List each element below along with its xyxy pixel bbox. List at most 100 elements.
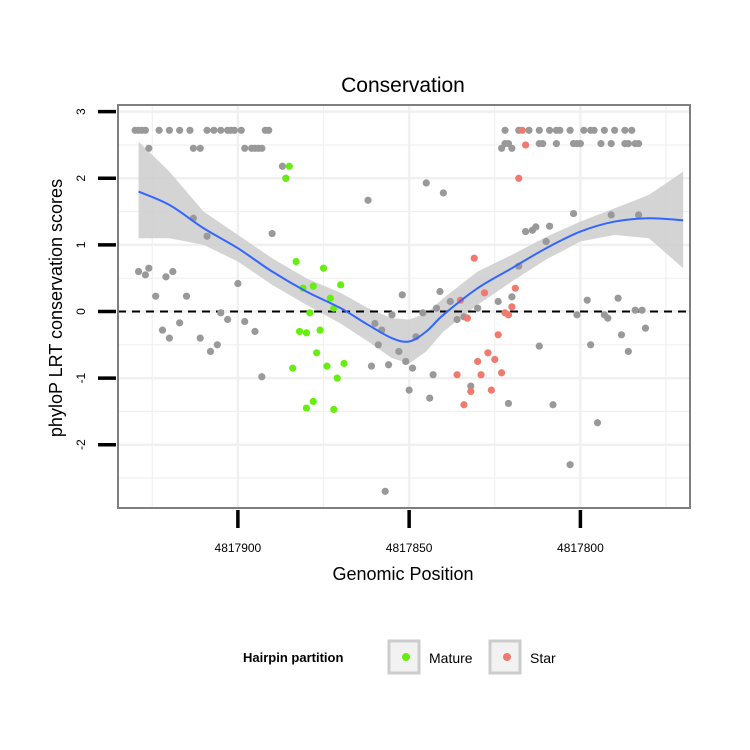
point-none bbox=[176, 126, 184, 134]
point-none bbox=[552, 126, 561, 134]
point-none bbox=[224, 315, 232, 324]
gridlines bbox=[118, 105, 690, 508]
point-star bbox=[474, 357, 482, 366]
point-star bbox=[463, 314, 471, 322]
point-none bbox=[189, 144, 197, 152]
legend-title: Hairpin partition bbox=[243, 650, 343, 665]
point-mature bbox=[326, 294, 334, 302]
y-axis-title: phyloP LRT conservation scores bbox=[46, 179, 66, 437]
point-none bbox=[566, 126, 574, 134]
data-points bbox=[131, 126, 650, 495]
point-star bbox=[467, 387, 475, 396]
point-none bbox=[566, 461, 574, 469]
point-none bbox=[446, 297, 454, 306]
point-none bbox=[525, 126, 533, 134]
point-none bbox=[600, 126, 608, 134]
point-star bbox=[460, 401, 468, 409]
point-star bbox=[491, 355, 499, 364]
point-none bbox=[182, 292, 191, 300]
point-none bbox=[641, 324, 650, 332]
point-star bbox=[453, 371, 461, 379]
smooth-line bbox=[138, 190, 684, 343]
point-none bbox=[545, 126, 554, 134]
y-tick-label: 2 bbox=[74, 175, 88, 182]
point-mature bbox=[309, 282, 317, 290]
panel-border bbox=[117, 104, 691, 509]
point-none bbox=[145, 264, 153, 272]
point-none bbox=[395, 347, 403, 356]
point-star bbox=[487, 386, 495, 394]
point-none bbox=[210, 126, 218, 134]
point-none bbox=[569, 140, 578, 148]
point-none bbox=[535, 140, 543, 148]
point-none bbox=[402, 357, 410, 366]
legend-label-mature: Mature bbox=[429, 650, 473, 666]
y-tick-label: 3 bbox=[74, 108, 88, 115]
point-mature bbox=[292, 257, 300, 266]
point-none bbox=[196, 144, 204, 152]
point-none bbox=[196, 334, 204, 342]
point-mature bbox=[302, 329, 310, 337]
point-none bbox=[206, 347, 215, 356]
point-mature bbox=[330, 405, 338, 414]
point-none bbox=[230, 126, 239, 134]
point-none bbox=[545, 222, 554, 230]
point-mature bbox=[309, 397, 317, 406]
point-mature bbox=[316, 326, 324, 334]
point-none bbox=[165, 334, 173, 342]
x-tick-label: 4817800 bbox=[557, 541, 604, 555]
x-tick-label: 4817850 bbox=[386, 541, 433, 555]
point-star bbox=[480, 289, 489, 297]
point-none bbox=[624, 347, 632, 356]
point-none bbox=[474, 304, 482, 312]
y-tick-label: 1 bbox=[74, 241, 88, 248]
point-none bbox=[583, 296, 591, 304]
point-none bbox=[607, 211, 615, 219]
point-star bbox=[508, 303, 516, 311]
point-none bbox=[635, 211, 643, 219]
point-none bbox=[453, 315, 461, 324]
point-none bbox=[569, 209, 578, 218]
point-none bbox=[504, 399, 513, 408]
point-mature bbox=[319, 264, 328, 272]
point-none bbox=[398, 291, 406, 299]
point-none bbox=[422, 179, 430, 187]
point-none bbox=[367, 362, 376, 370]
point-none bbox=[268, 229, 276, 238]
legend-marker-star bbox=[503, 653, 511, 661]
point-none bbox=[145, 144, 153, 152]
point-none bbox=[426, 394, 434, 402]
point-none bbox=[542, 237, 550, 246]
point-mature bbox=[306, 309, 314, 317]
point-none bbox=[158, 326, 167, 334]
point-star bbox=[470, 254, 478, 262]
point-none bbox=[467, 382, 475, 390]
point-star bbox=[501, 309, 509, 317]
point-none bbox=[501, 140, 509, 148]
point-none bbox=[384, 361, 393, 369]
point-none bbox=[364, 196, 372, 204]
confidence-band-area bbox=[138, 141, 684, 364]
point-none bbox=[436, 287, 444, 296]
point-none bbox=[251, 327, 259, 336]
point-none bbox=[203, 126, 211, 134]
point-none bbox=[388, 311, 396, 319]
point-none bbox=[549, 401, 557, 409]
axes: -2 -1 0 1 2 3 4817900 4817850 4817800 bbox=[74, 108, 604, 555]
point-none bbox=[265, 126, 273, 134]
point-mature bbox=[295, 327, 304, 336]
point-none bbox=[217, 126, 225, 134]
point-none bbox=[580, 126, 588, 134]
y-tick-label: -1 bbox=[74, 372, 88, 383]
point-none bbox=[371, 319, 379, 328]
point-none bbox=[614, 294, 622, 302]
point-none bbox=[611, 126, 619, 134]
point-star bbox=[484, 349, 492, 357]
point-star bbox=[515, 174, 523, 182]
legend-marker-mature bbox=[402, 653, 410, 661]
point-none bbox=[152, 292, 160, 300]
point-mature bbox=[337, 281, 345, 289]
point-none bbox=[374, 341, 382, 349]
point-mature bbox=[323, 362, 331, 370]
